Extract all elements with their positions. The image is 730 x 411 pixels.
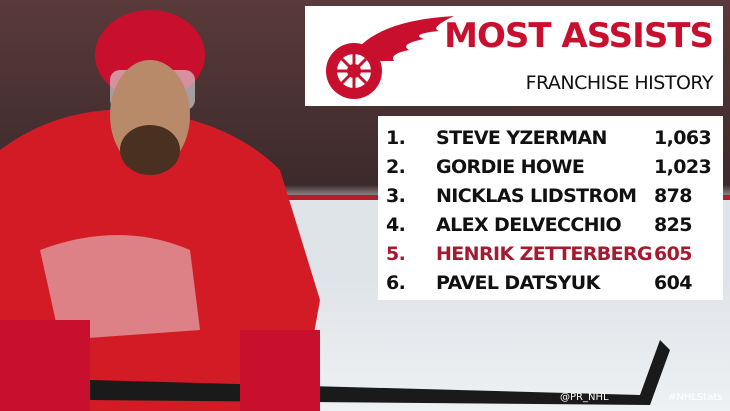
header-box: MOST ASSISTS FRANCHISE HISTORY — [305, 6, 723, 106]
table-row: 5. HENRIK ZETTERBERG 605 — [378, 240, 723, 269]
assists: 1,063 — [654, 127, 712, 149]
rank: 6. — [386, 272, 406, 294]
assists: 878 — [654, 185, 692, 207]
stats-table: 1. STEVE YZERMAN 1,063 2. GORDIE HOWE 1,023 3.… — [378, 116, 723, 300]
rank: 4. — [386, 214, 406, 236]
handle: @PR_NHL — [560, 392, 609, 403]
player-name: ALEX DELVECCHIO — [436, 214, 622, 236]
table-row: 1. STEVE YZERMAN 1,063 — [378, 124, 723, 153]
assists: 604 — [654, 272, 692, 294]
player-name: GORDIE HOWE — [436, 156, 585, 178]
player-name: NICKLAS LIDSTROM — [436, 185, 637, 207]
rank: 5. — [386, 243, 406, 265]
rank: 1. — [386, 127, 406, 149]
player-name: STEVE YZERMAN — [436, 127, 607, 149]
player-name: HENRIK ZETTERBERG — [436, 243, 653, 265]
assists: 1,023 — [654, 156, 712, 178]
table-row: 2. GORDIE HOWE 1,023 — [378, 153, 723, 182]
table-row: 3. NICKLAS LIDSTROM 878 — [378, 182, 723, 211]
assists: 605 — [654, 243, 692, 265]
title: MOST ASSISTS — [444, 16, 714, 56]
table-row: 4. ALEX DELVECCHIO 825 — [378, 211, 723, 240]
team-logo — [326, 16, 454, 99]
table-row: 6. PAVEL DATSYUK 604 — [378, 269, 723, 298]
subtitle: FRANCHISE HISTORY — [525, 72, 714, 94]
rank: 3. — [386, 185, 406, 207]
hashtag: #NHLStats — [668, 392, 723, 403]
rank: 2. — [386, 156, 406, 178]
assists: 825 — [654, 214, 692, 236]
player-name: PAVEL DATSYUK — [436, 272, 600, 294]
